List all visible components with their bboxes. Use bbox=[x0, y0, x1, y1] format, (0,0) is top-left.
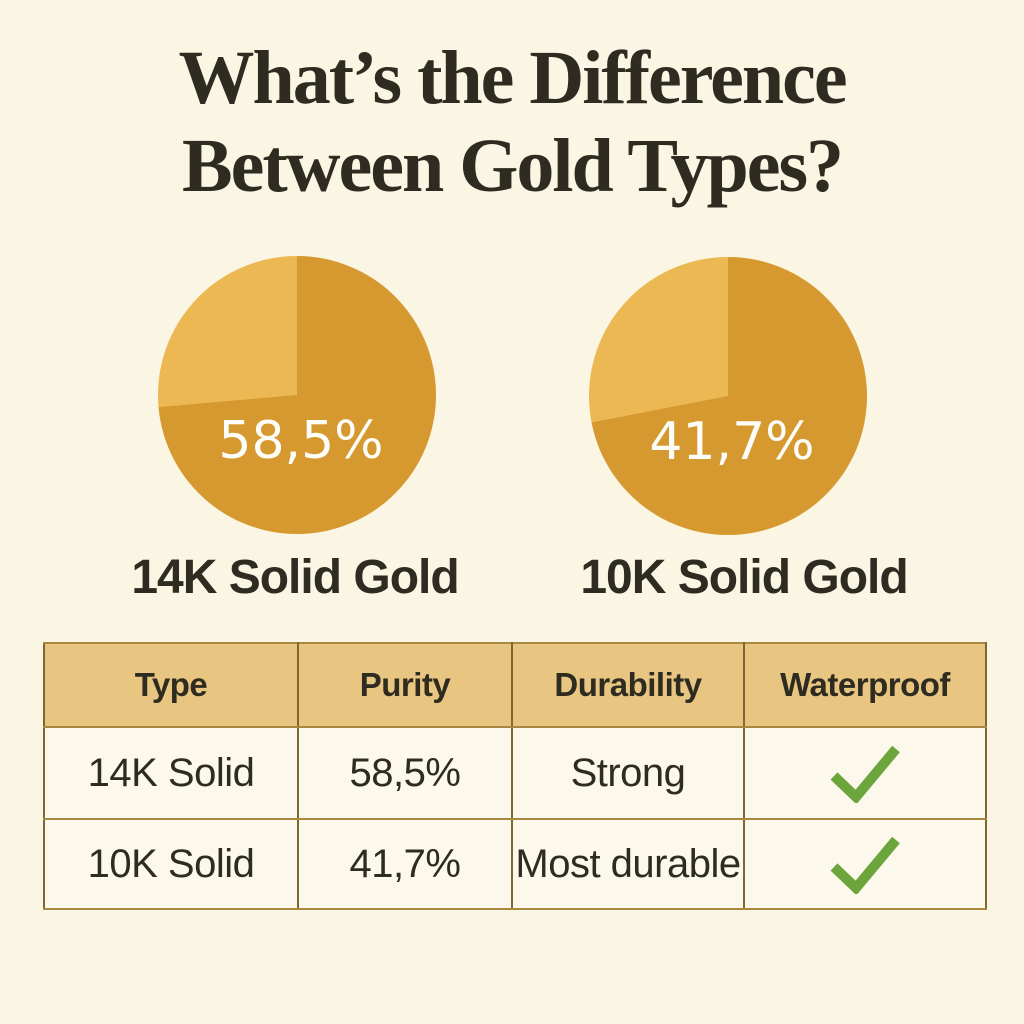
title-line-2: Between Gold Types? bbox=[181, 124, 844, 209]
cell-purity-10k: 41,7% bbox=[297, 818, 513, 910]
pie-percentage-label-10k: 41,7% bbox=[649, 412, 815, 472]
table-header-row: Type Purity Durability Waterproof bbox=[43, 642, 987, 728]
cell-type-10k: 10K Solid bbox=[43, 818, 299, 910]
column-header-durability: Durability bbox=[511, 642, 745, 728]
table-row-10k: 10K Solid 41,7% Most durable bbox=[43, 818, 987, 910]
cell-waterproof-10k bbox=[743, 818, 987, 910]
check-icon bbox=[830, 836, 900, 894]
cell-purity-14k: 58,5% bbox=[297, 726, 513, 820]
page-title: What’s the Difference Between Gold Types… bbox=[0, 34, 1024, 210]
check-icon bbox=[830, 745, 900, 803]
pie-caption-10k: 10K Solid Gold bbox=[580, 551, 908, 604]
cell-durability-10k: Most durable bbox=[511, 818, 745, 910]
comparison-table: Type Purity Durability Waterproof 14K So… bbox=[43, 642, 987, 910]
table-row-14k: 14K Solid 58,5% Strong bbox=[43, 726, 987, 820]
column-header-waterproof: Waterproof bbox=[743, 642, 987, 728]
cell-type-14k: 14K Solid bbox=[43, 726, 299, 820]
pie-chart-10k-gold: 41,7% bbox=[589, 257, 867, 535]
column-header-type: Type bbox=[43, 642, 299, 728]
pie-chart-14k-gold: 58,5% bbox=[158, 256, 436, 534]
cell-durability-14k: Strong bbox=[511, 726, 745, 820]
title-line-1: What’s the Difference bbox=[178, 36, 847, 120]
pie-caption-14k: 14K Solid Gold bbox=[131, 551, 459, 604]
column-header-purity: Purity bbox=[297, 642, 513, 728]
cell-waterproof-14k bbox=[743, 726, 987, 820]
pie-percentage-label-14k: 58,5% bbox=[218, 411, 384, 471]
